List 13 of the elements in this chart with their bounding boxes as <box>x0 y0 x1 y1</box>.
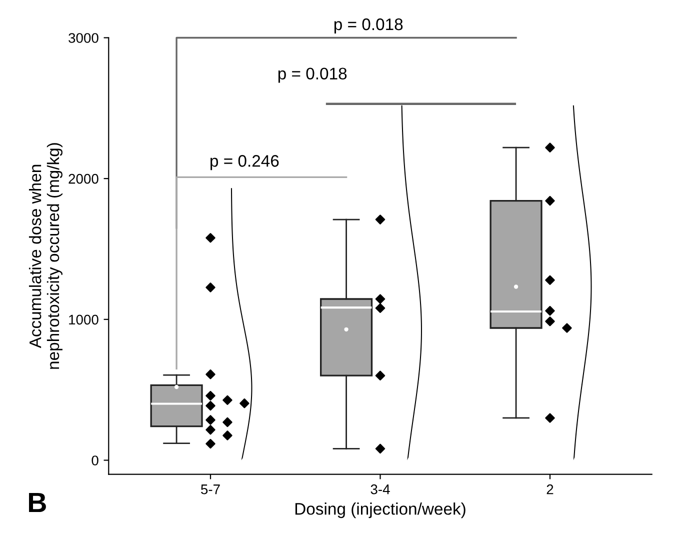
y-tick-label: 1000 <box>69 314 98 325</box>
x-axis-title: Dosing (injection/week) <box>295 502 466 518</box>
text: p = 0.018 <box>334 18 403 34</box>
y-tick-label: 0 <box>92 456 98 466</box>
x-tick-label: 2 <box>546 484 554 494</box>
y-axis-title: Accumulative dose when nephrotoxicity occured (mg/kg) <box>28 143 62 369</box>
x-tick-label: 5-7 <box>201 484 220 494</box>
y-tick-label: 2000 <box>68 174 98 184</box>
y-tick-label: 3000 <box>68 33 98 43</box>
x-tick-label: 3-4 <box>370 484 390 494</box>
annotation: p = 0.018 <box>278 68 347 83</box>
text: B <box>29 492 46 512</box>
annotation: p = 0.246 <box>210 155 279 170</box>
